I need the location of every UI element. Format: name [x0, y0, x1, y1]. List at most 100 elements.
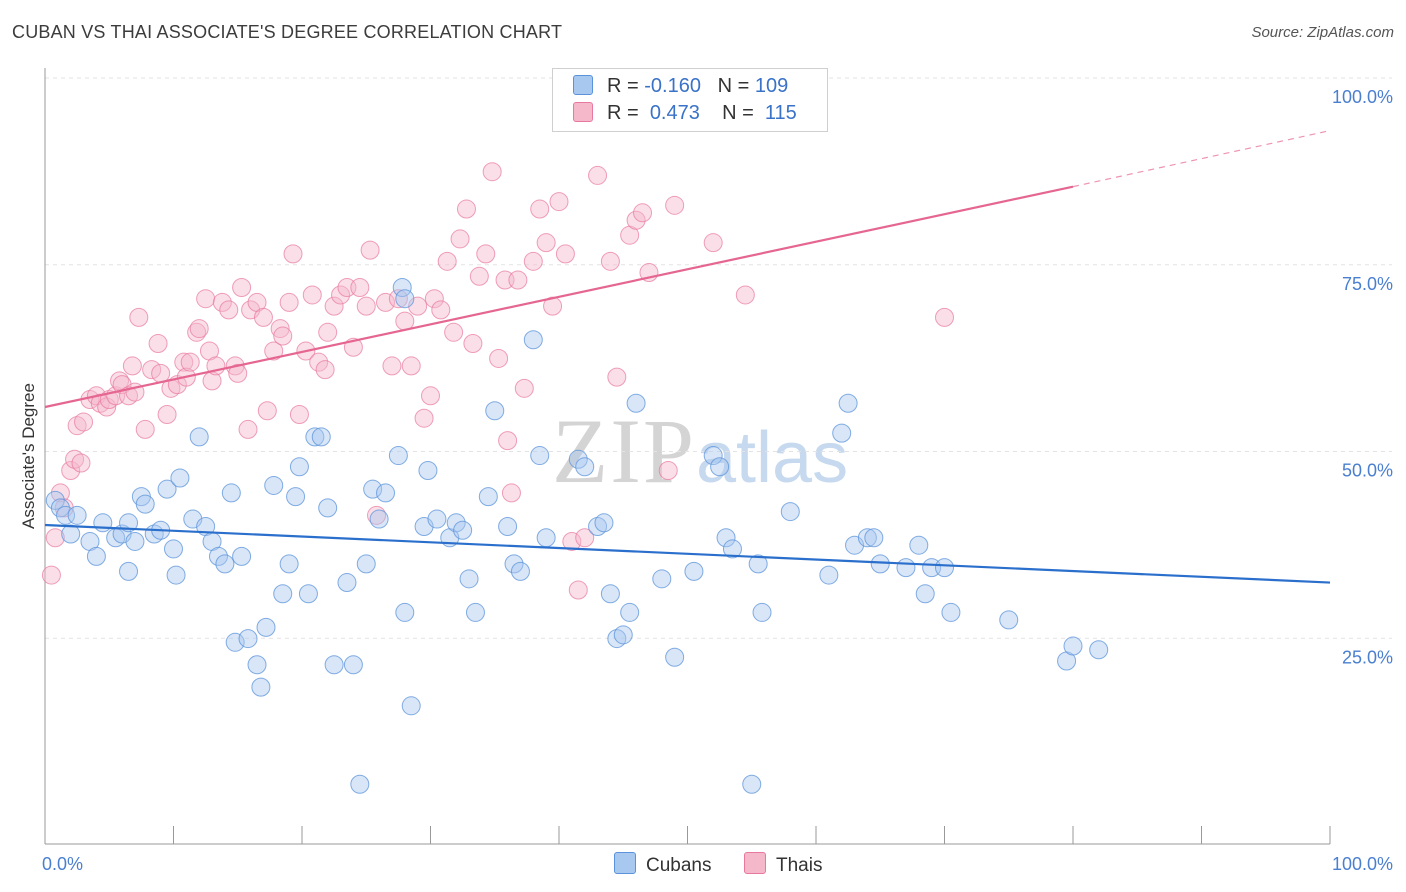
- thai-point: [45, 528, 65, 548]
- thai-point: [264, 341, 284, 361]
- legend-r-label: R =: [607, 75, 645, 97]
- cuban-point: [780, 502, 800, 522]
- y-axis-label: Associate's Degree: [19, 383, 38, 529]
- cuban-point: [459, 569, 479, 589]
- cuban-point: [446, 513, 466, 533]
- legend-label-cubans: Cubans: [646, 855, 712, 876]
- cuban-point: [915, 584, 935, 604]
- cuban-point: [369, 509, 389, 529]
- thai-point: [735, 285, 755, 305]
- thai-points: [41, 162, 954, 600]
- thai-point: [324, 296, 344, 316]
- cuban-point: [311, 427, 331, 447]
- cuban-point: [999, 610, 1019, 630]
- cuban-point: [935, 558, 954, 578]
- thai-point: [489, 348, 509, 368]
- cuban-point: [208, 546, 228, 566]
- y-tick-label: 75.0%: [1342, 274, 1393, 294]
- legend-item-thais[interactable]: Thais: [744, 852, 822, 877]
- chart-source: Source: ZipAtlas.com: [1251, 24, 1394, 41]
- cuban-point: [363, 479, 383, 499]
- thai-point: [253, 307, 273, 327]
- cuban-point: [164, 539, 183, 559]
- cuban-point: [119, 513, 139, 533]
- cuban-point: [530, 446, 550, 466]
- thai-point: [356, 296, 376, 316]
- thai-point: [388, 289, 408, 309]
- cuban-point: [86, 546, 106, 566]
- cuban-point: [392, 277, 412, 297]
- thai-point: [318, 322, 338, 342]
- thai-point: [129, 307, 149, 327]
- cuban-point: [504, 554, 524, 574]
- thai-point: [658, 461, 678, 480]
- cuban-point: [125, 531, 145, 551]
- thai-point: [549, 192, 569, 212]
- cuban-point: [485, 401, 505, 421]
- thai-point: [219, 300, 239, 320]
- cuban-point: [864, 528, 884, 548]
- thai-trend-line: [44, 185, 1074, 409]
- thai-point: [376, 292, 396, 312]
- thai-point: [665, 195, 685, 215]
- thai-point: [536, 233, 556, 253]
- y-tick-label: 100.0%: [1332, 87, 1393, 107]
- legend-item-cubans[interactable]: Cubans: [614, 852, 712, 877]
- cuban-point: [722, 539, 742, 559]
- legend-row-thais: R = 0.473 N = 115: [573, 102, 797, 126]
- cuban-point: [256, 617, 276, 637]
- thai-point: [463, 334, 483, 354]
- cuban-point: [665, 647, 685, 667]
- legend-swatch-thais: [573, 102, 593, 122]
- cuban-point: [536, 528, 556, 548]
- cuban-point: [478, 487, 498, 507]
- thai-point: [71, 453, 91, 473]
- thai-point: [273, 326, 293, 346]
- cuban-point: [748, 554, 768, 574]
- cuban-point: [238, 629, 258, 649]
- cuban-trend-line: [44, 523, 1331, 584]
- cuban-point: [465, 602, 485, 622]
- cuban-point: [232, 546, 252, 566]
- thai-point: [157, 404, 177, 424]
- cuban-point: [742, 774, 762, 794]
- thai-point: [174, 352, 194, 372]
- cuban-point: [613, 625, 633, 645]
- legend-row-cubans: R = -0.160 N = 109: [573, 75, 788, 99]
- cuban-point: [453, 520, 473, 540]
- thai-point: [315, 360, 335, 380]
- cuban-point: [135, 494, 155, 514]
- thai-point: [180, 352, 200, 372]
- thai-point: [437, 251, 457, 271]
- cuban-point: [221, 483, 241, 503]
- legend-r-label: R =: [607, 102, 645, 124]
- cuban-point: [600, 584, 620, 604]
- thai-point: [151, 363, 171, 383]
- thai-point: [626, 210, 646, 230]
- legend-r-value: -0.160: [644, 75, 701, 97]
- chart-title: CUBAN VS THAI ASSOCIATE'S DEGREE CORRELA…: [12, 22, 563, 42]
- cuban-point: [710, 457, 730, 477]
- trend-lines: [44, 130, 1331, 584]
- cuban-point: [838, 393, 858, 413]
- cuban-point: [343, 655, 363, 675]
- cuban-point: [620, 602, 640, 622]
- thai-point: [395, 311, 415, 331]
- cuban-point: [626, 393, 646, 413]
- thai-point: [562, 531, 582, 551]
- thai-point: [232, 277, 252, 297]
- cuban-point: [251, 677, 271, 697]
- thai-point: [289, 404, 309, 424]
- cuban-point: [286, 487, 306, 507]
- cuban-point: [832, 423, 852, 443]
- thai-point: [444, 322, 464, 342]
- cuban-point: [418, 461, 438, 480]
- cuban-point: [67, 505, 87, 525]
- cuban-point: [279, 554, 299, 574]
- cuban-point: [264, 475, 284, 495]
- cuban-point: [652, 569, 672, 589]
- thai-point: [523, 251, 543, 271]
- cuban-point: [56, 505, 76, 525]
- thai-point: [401, 356, 421, 376]
- legend-label-thais: Thais: [776, 855, 823, 876]
